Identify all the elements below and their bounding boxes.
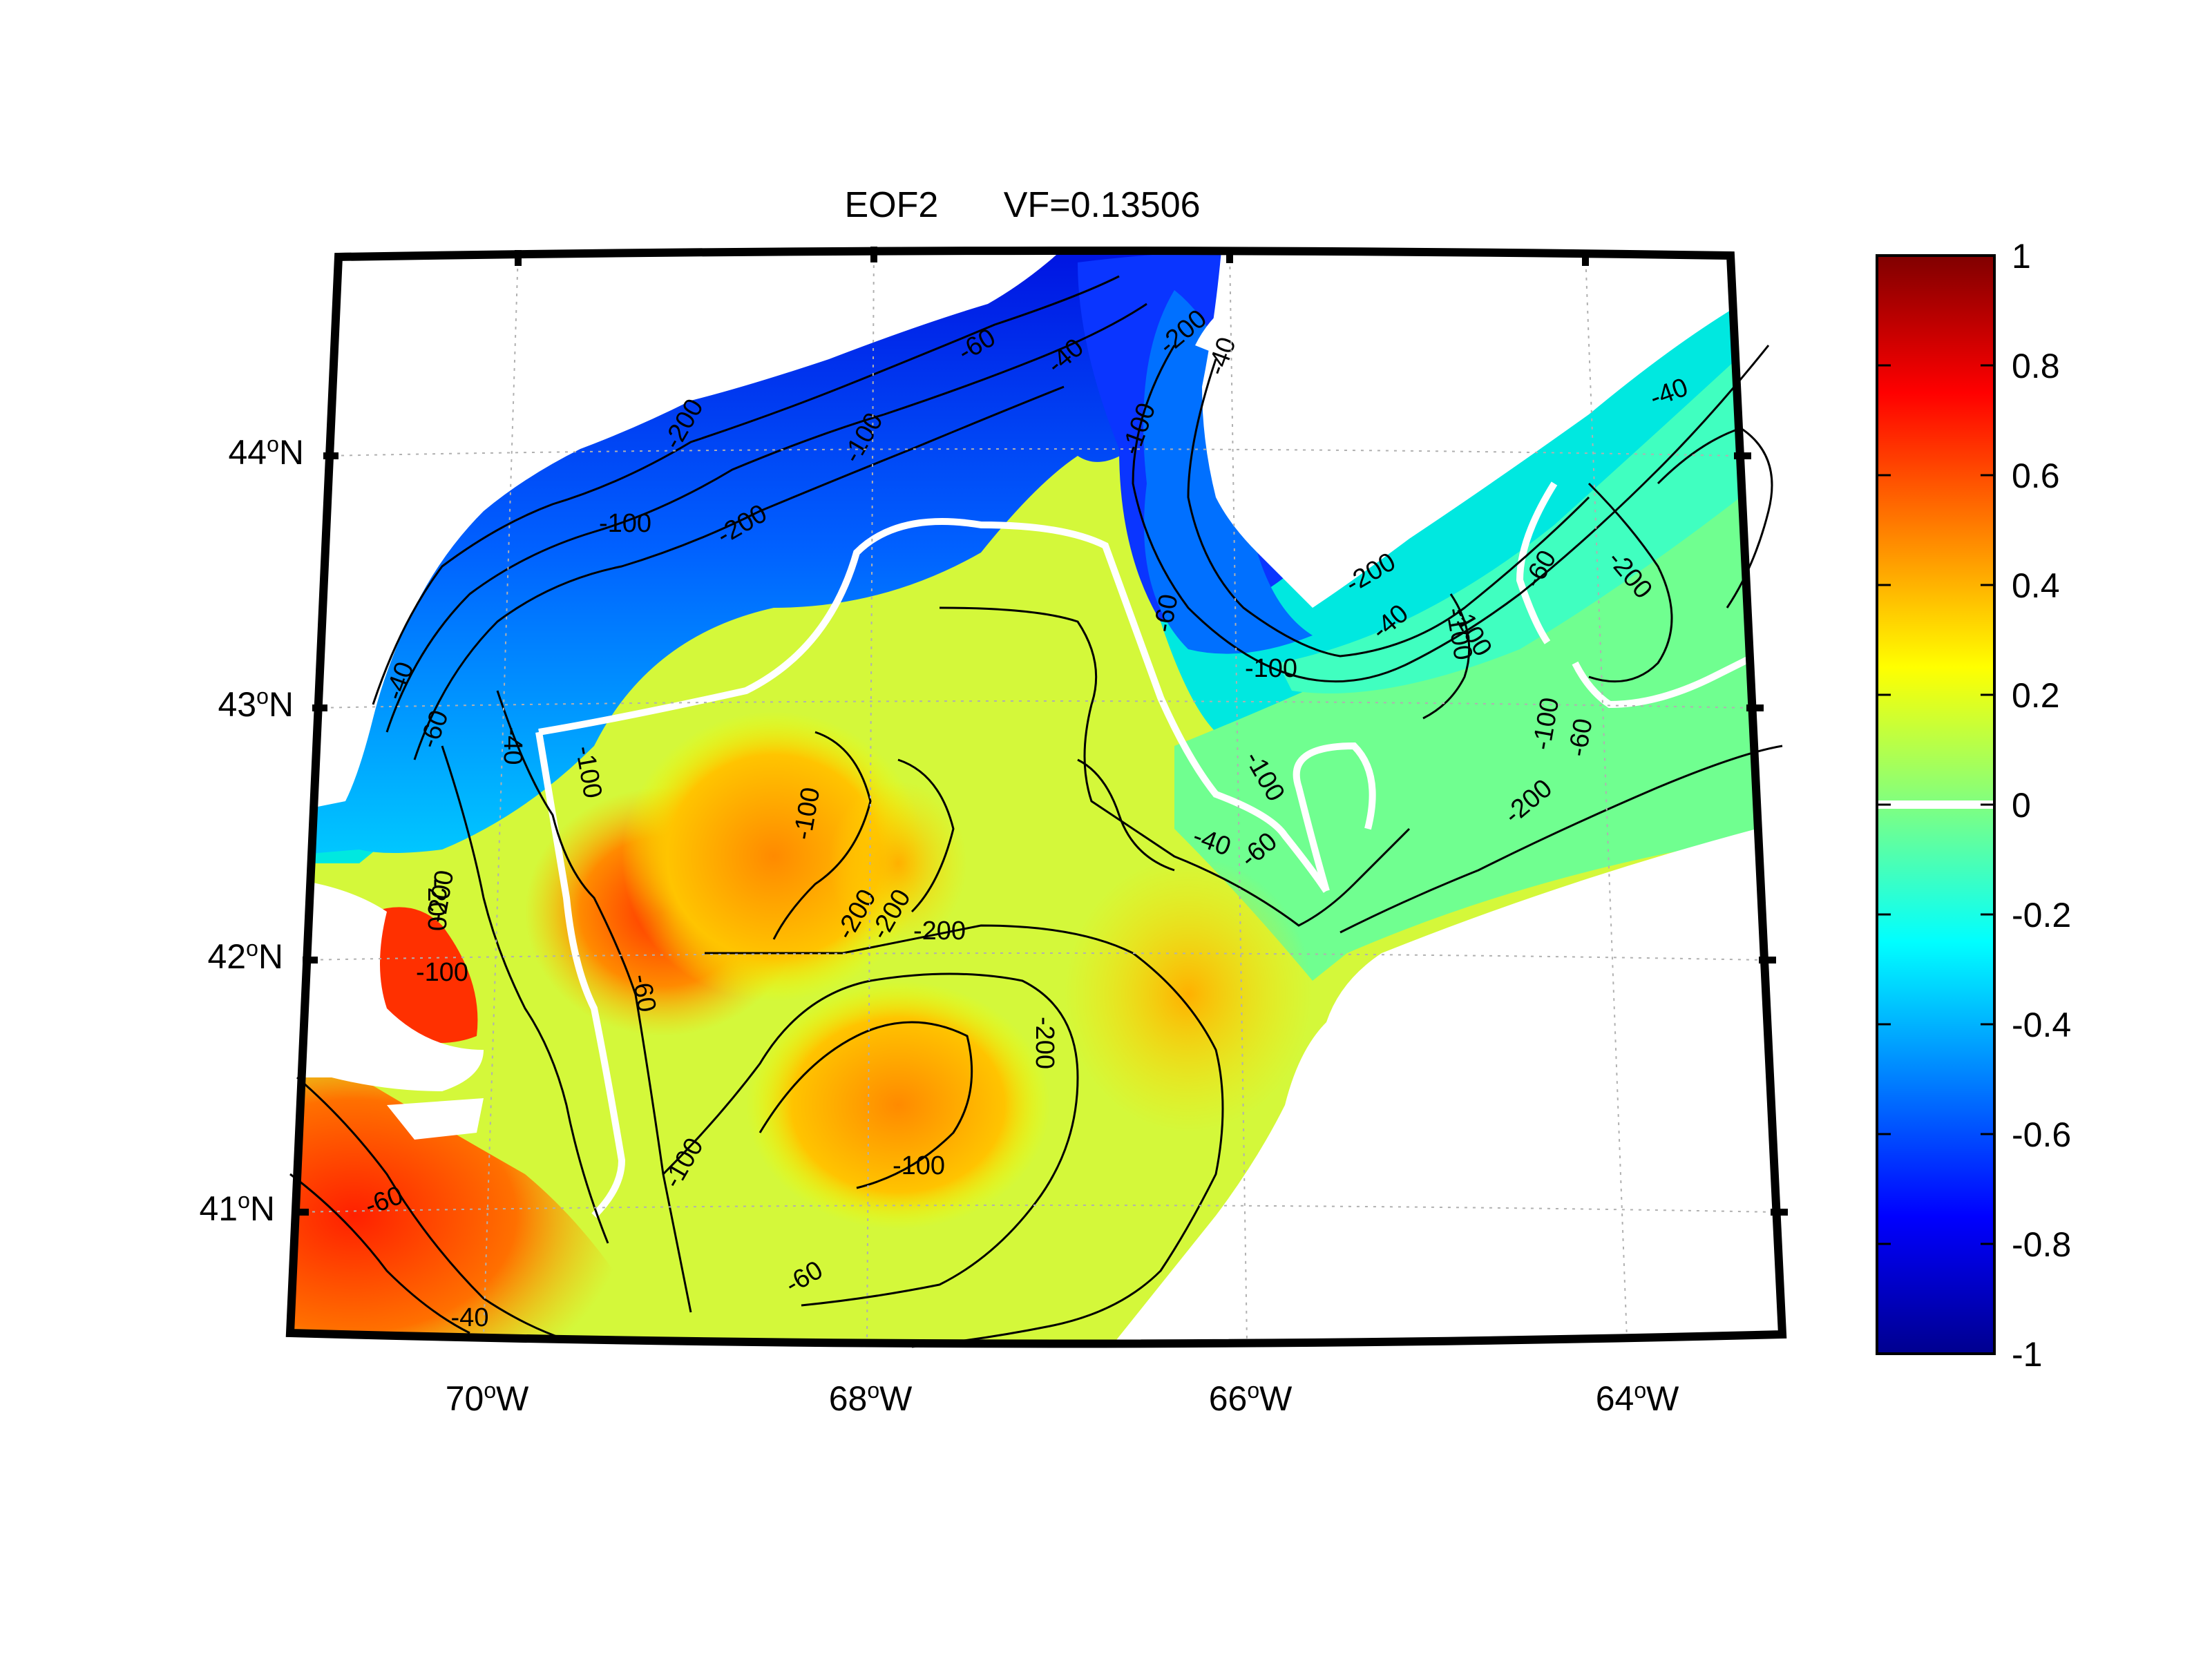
lon-tick-label: 68oW [829,1378,913,1418]
colorbar-tick-label: 0.6 [2012,457,2060,495]
map-frame [285,246,1787,1348]
lat-tick-label: 43oN [218,684,294,724]
land-grand-manan [1195,290,1259,359]
contour-label: -60 [1563,716,1599,758]
contour-label: -40 [451,1303,489,1332]
contour-label: -100 [893,1151,945,1180]
contour-label: -200 [1030,1017,1059,1069]
colorbar-tick-label: 0.8 [2012,347,2060,385]
lon-tick-label: 64oW [1596,1378,1679,1418]
colorbar-tick-label: 1 [2012,237,2031,276]
lon-tick-label: 66oW [1209,1378,1293,1418]
colorbar: 1 0.8 0.6 0.4 0.2 0 -0.2 -0.4 -0.6 -0.8 -1 [1876,237,2071,1374]
colorbar-tick-label: -0.4 [2012,1006,2071,1044]
contour-label: -200 [422,879,451,931]
colorbar-tick-label: 0.4 [2012,566,2060,605]
map-title-label: EOF2 [844,185,938,225]
contour-label: -100 [599,509,651,538]
contour-label: -60 [1149,592,1184,634]
colorbar-tick-label: -0.2 [2012,896,2071,934]
colorbar-tick-label: -1 [2012,1335,2042,1374]
contour-label: -100 [416,958,468,987]
lat-tick-label: 42oN [207,936,283,976]
colorbar-zero-line [1878,800,1993,809]
graticule [295,248,1776,1344]
colorbar-tick-label: -0.8 [2012,1225,2071,1264]
colorbar-tick-label: 0.2 [2012,676,2060,715]
frame-ticks [294,247,1788,1216]
contour-label: -200 [913,917,966,946]
land-islands [387,1098,484,1140]
contour-label: -60 [626,972,661,1014]
eof-field [290,250,1782,1344]
lon-tick-label: 70oW [446,1378,529,1418]
land-cape-cod [290,877,484,1091]
longitude-tick-labels: 70oW 68oW 66oW 64oW [446,1378,1679,1418]
land-nova-scotia [1202,250,1741,608]
colorbar-tick-label: 0 [2012,786,2031,825]
lat-tick-label: 41oN [199,1188,275,1228]
colorbar-ticks: 1 0.8 0.6 0.4 0.2 0 -0.2 -0.4 -0.6 -0.8 -1 [1877,237,2071,1374]
land-new-england [290,250,1078,815]
map-title-variance: VF=0.13506 [1004,185,1201,225]
lat-tick-label: 44oN [228,432,304,472]
colorbar-tick-label: -0.6 [2012,1115,2071,1154]
svg-text:EOF2 VF=0.13506: EOF2 VF=0.13506 [844,185,1200,225]
zero-contour-lines [535,481,1784,1218]
no-data-region [1105,815,1782,1344]
latitude-tick-labels: 44oN 43oN 42oN 41oN [199,432,304,1228]
bathymetry-contours [289,275,1783,1348]
contour-label: -100 [1245,654,1297,683]
